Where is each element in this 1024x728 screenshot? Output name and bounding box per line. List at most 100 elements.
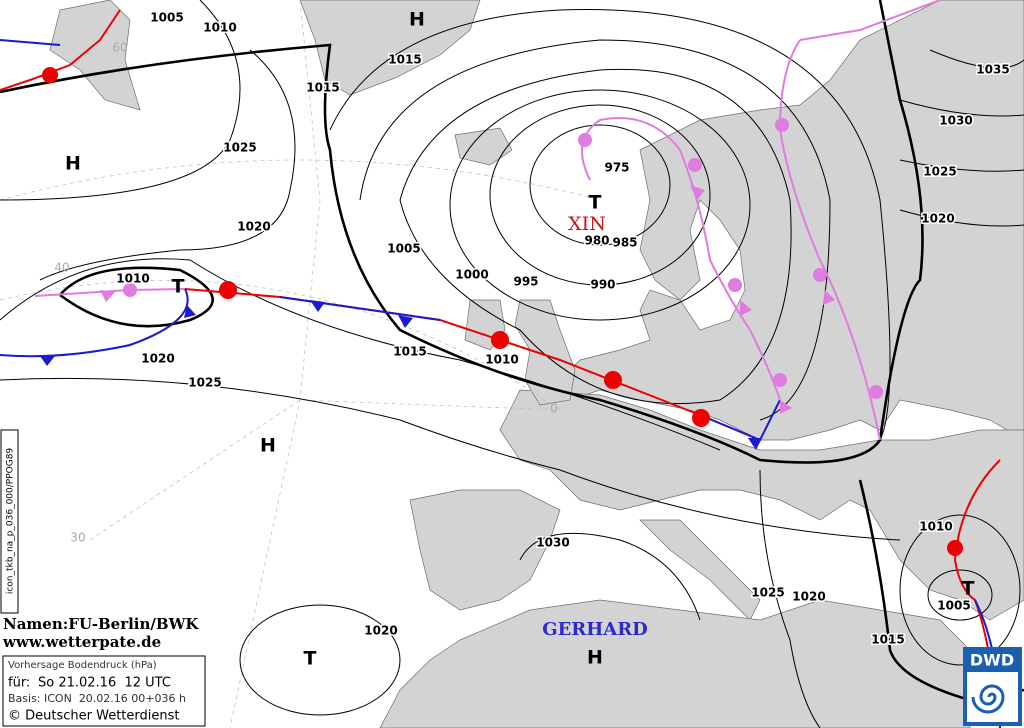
high-marker: H	[65, 153, 81, 175]
low-name: XIN	[568, 213, 606, 235]
grid-line	[229, 0, 321, 728]
grid-line	[0, 159, 601, 201]
latitude-label: 40	[54, 261, 69, 275]
isobar-label: 1015	[306, 81, 339, 95]
isobar	[399, 68, 792, 405]
isobar-label: 1010	[919, 520, 952, 534]
warm-front-symbol	[604, 371, 622, 389]
warm-front-symbol	[947, 540, 963, 556]
isobar-1010	[59, 266, 214, 328]
isobar	[329, 9, 891, 441]
isobar	[0, 377, 901, 541]
high-marker: H	[409, 9, 425, 31]
europe-central	[499, 389, 1024, 621]
info-for-label: für:	[8, 676, 30, 691]
isobar-label: 975	[604, 161, 629, 175]
low-marker: T	[304, 648, 317, 670]
info-title: Vorhersage Bodendruck (hPa)	[8, 660, 157, 671]
occluded-symbol	[123, 283, 137, 297]
logo-swirl	[971, 684, 1005, 714]
isobar-1015	[858, 479, 1024, 702]
occluded-symbol	[775, 118, 789, 132]
isobar-label: 1020	[237, 220, 270, 234]
isobar-label: 1025	[223, 141, 256, 155]
isobar-label: 1035	[976, 63, 1009, 77]
isobar	[899, 209, 1024, 227]
canada-coast	[49, 0, 141, 111]
isobar	[239, 604, 401, 716]
isobar-label: 1000	[455, 268, 488, 282]
isobar	[449, 89, 751, 321]
cold-front	[0, 39, 61, 46]
low-marker: T	[589, 192, 602, 214]
isobar	[899, 159, 1024, 172]
cold-front	[279, 296, 441, 321]
occluded-symbol	[688, 158, 702, 172]
warm-front-symbol	[692, 409, 710, 427]
info-box	[2, 655, 206, 727]
occluded-symbol	[728, 278, 742, 292]
product-id-box	[0, 429, 19, 614]
isobar-label: 1015	[388, 53, 421, 67]
low-marker: T	[172, 276, 185, 298]
occluded-symbol	[773, 373, 787, 387]
isobar	[927, 569, 993, 621]
occluded-symbol	[578, 133, 592, 147]
isobar	[39, 49, 296, 281]
isobar	[0, 0, 241, 201]
isobar-label: 1010	[203, 21, 236, 35]
credit-site: www.wetterpate.de	[2, 633, 161, 651]
occluded-front	[778, 39, 881, 441]
isobar-label: 1020	[792, 590, 825, 604]
occluded-symbol	[869, 385, 883, 399]
warm-front-symbol	[491, 331, 509, 349]
info-copyright: © Deutscher Wetterdienst	[8, 709, 179, 724]
isobar-label: 1005	[387, 242, 420, 256]
high-marker: H	[260, 435, 276, 457]
isobar	[899, 514, 1021, 666]
italy	[639, 519, 761, 621]
warm-front	[0, 9, 121, 91]
isobar	[899, 99, 1024, 117]
warm-front-symbol	[42, 67, 58, 83]
isobar-label: 1025	[923, 165, 956, 179]
isobar-label: 1015	[871, 633, 904, 647]
longitude-label: 0	[550, 402, 558, 416]
graticule	[0, 0, 601, 728]
isobar-label: 1030	[939, 114, 972, 128]
isobar-label: 1005	[150, 11, 183, 25]
grid-line	[89, 399, 561, 541]
isobar	[529, 124, 671, 246]
warm-front-symbol	[219, 281, 237, 299]
credit-names: Namen:FU-Berlin/BWK	[3, 615, 199, 633]
iceland	[454, 127, 513, 166]
info-valid: So 21.02.16 12 UTC	[38, 676, 171, 691]
pressure-systems: H H T T H T H T	[65, 9, 974, 670]
iberia	[409, 489, 561, 611]
isobar	[929, 49, 1024, 69]
latitude-label: 60	[112, 41, 127, 55]
isobar-1015	[0, 0, 924, 464]
isobar	[759, 469, 821, 728]
north-africa	[379, 599, 971, 728]
isobar-label: 1020	[141, 352, 174, 366]
greenland	[299, 0, 481, 96]
cold-front	[0, 288, 189, 358]
isobar	[0, 258, 721, 451]
isobar-label: 1025	[751, 586, 784, 600]
isobar	[489, 104, 711, 286]
isobar-label: 1025	[188, 376, 221, 390]
high-name: GERHARD	[542, 619, 648, 640]
isobar-label: 1020	[364, 624, 397, 638]
product-id: icon_tkb_na_p_036_000/PPOG89	[6, 448, 16, 595]
isobar-label: 1030	[536, 536, 569, 550]
land	[49, 0, 1024, 728]
isobar-label: 1010	[116, 272, 149, 286]
occluded-front	[799, 0, 941, 41]
isobar-label: 1015	[393, 345, 426, 359]
occluded-symbol	[813, 268, 827, 282]
low-marker: T	[962, 578, 975, 600]
isobar	[519, 532, 701, 621]
